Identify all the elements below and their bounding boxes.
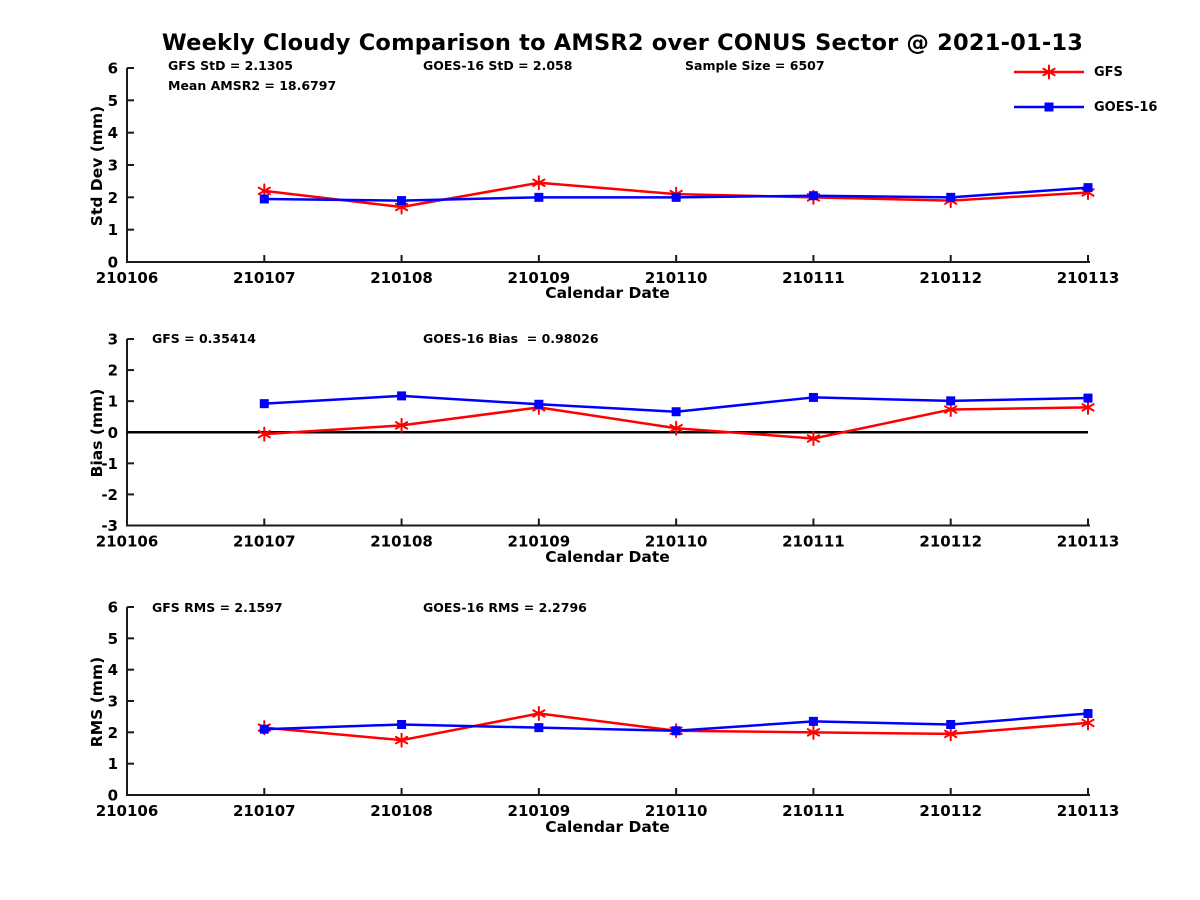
svg-text:6: 6 [108, 60, 118, 78]
legend-item-gfs: GFS [1012, 60, 1157, 84]
y-axis-label-rms: RMS (mm) [88, 656, 106, 748]
svg-text:3: 3 [108, 693, 118, 711]
svg-text:210113: 210113 [1057, 802, 1120, 820]
svg-text:210107: 210107 [233, 802, 296, 820]
svg-text:6: 6 [108, 599, 118, 617]
legend-item-goes16: GOES-16 [1012, 95, 1157, 119]
svg-text:3: 3 [108, 331, 118, 349]
svg-text:210108: 210108 [370, 533, 433, 551]
svg-text:5: 5 [108, 630, 118, 648]
svg-text:2: 2 [108, 189, 118, 207]
svg-text:1: 1 [108, 221, 118, 239]
svg-text:210113: 210113 [1057, 269, 1120, 287]
svg-text:1: 1 [108, 755, 118, 773]
goes16-line-marker-icon [1014, 102, 1084, 112]
x-axis-label-panel3: Calendar Date [545, 818, 670, 836]
annotation-goes16-rms: GOES-16 RMS = 2.2796 [423, 600, 587, 615]
svg-text:210112: 210112 [919, 269, 982, 287]
svg-text:-1: -1 [101, 455, 118, 473]
svg-text:0: 0 [108, 787, 118, 805]
y-axis-label-bias: Bias (mm) [88, 388, 106, 478]
svg-text:2: 2 [108, 362, 118, 380]
legend-label-gfs: GFS [1094, 64, 1123, 80]
svg-text:2: 2 [108, 724, 118, 742]
annotation-gfs-rms: GFS RMS = 2.1597 [152, 600, 283, 615]
annotation-mean-amsr2: Mean AMSR2 = 18.6797 [168, 78, 337, 93]
svg-text:210109: 210109 [508, 269, 571, 287]
y-axis-label-stddev: Std Dev (mm) [88, 105, 106, 227]
svg-text:210112: 210112 [919, 533, 982, 551]
svg-text:-2: -2 [101, 486, 118, 504]
svg-text:-3: -3 [101, 517, 118, 535]
svg-text:210111: 210111 [782, 533, 845, 551]
svg-text:210111: 210111 [782, 269, 845, 287]
x-axis-label-panel2: Calendar Date [545, 548, 670, 566]
svg-text:210107: 210107 [233, 533, 296, 551]
svg-text:210110: 210110 [645, 533, 708, 551]
legend: GFS GOES-16 [1012, 60, 1157, 130]
svg-text:210107: 210107 [233, 269, 296, 287]
svg-text:4: 4 [108, 661, 118, 679]
svg-text:0: 0 [108, 254, 118, 272]
svg-text:4: 4 [108, 124, 118, 142]
annotation-goes16-bias: GOES-16 Bias = 0.98026 [423, 331, 599, 346]
svg-text:210106: 210106 [96, 533, 159, 551]
svg-text:210112: 210112 [919, 802, 982, 820]
svg-text:210110: 210110 [645, 269, 708, 287]
annotation-gfs-bias: GFS = 0.35414 [152, 331, 256, 346]
svg-text:210113: 210113 [1057, 533, 1120, 551]
annotation-gfs-std: GFS StD = 2.1305 [168, 58, 293, 73]
x-axis-label-panel1: Calendar Date [545, 284, 670, 302]
svg-text:210106: 210106 [96, 802, 159, 820]
svg-text:210106: 210106 [96, 269, 159, 287]
svg-text:3: 3 [108, 157, 118, 175]
chart-title: Weekly Cloudy Comparison to AMSR2 over C… [161, 30, 1084, 56]
svg-text:210110: 210110 [645, 802, 708, 820]
svg-text:5: 5 [108, 92, 118, 110]
annotation-goes16-std: GOES-16 StD = 2.058 [423, 58, 573, 73]
svg-text:210108: 210108 [370, 802, 433, 820]
svg-text:210109: 210109 [508, 533, 571, 551]
svg-text:1: 1 [108, 393, 118, 411]
gfs-line-marker-icon [1014, 64, 1084, 80]
legend-label-goes16: GOES-16 [1094, 99, 1158, 115]
svg-text:0: 0 [108, 424, 118, 442]
svg-text:210109: 210109 [508, 802, 571, 820]
svg-text:210108: 210108 [370, 269, 433, 287]
annotation-sample-size: Sample Size = 6507 [685, 58, 825, 73]
svg-text:210111: 210111 [782, 802, 845, 820]
